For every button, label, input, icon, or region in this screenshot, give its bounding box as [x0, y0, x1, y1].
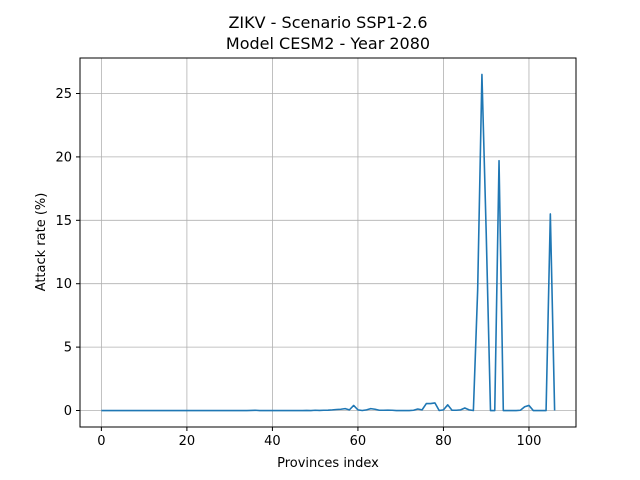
y-tick-label-15: 15	[55, 214, 72, 229]
series-layer	[101, 73, 556, 412]
chart-title-line2: Model CESM2 - Year 2080	[226, 34, 430, 53]
y-tick-label-10: 10	[55, 277, 72, 292]
x-tick-label-0: 0	[97, 434, 105, 449]
chart-title-line1: ZIKV - Scenario SSP1-2.6	[228, 13, 427, 32]
plot-frame	[79, 57, 577, 428]
grid-lines	[80, 58, 576, 427]
series-line-0	[101, 73, 556, 412]
axis-ticks: 0 20 40 60 80 100 0 5 10 15 20 25	[55, 87, 541, 449]
y-tick-label-25: 25	[55, 87, 72, 102]
x-axis-label: Provinces index	[277, 456, 379, 471]
y-tick-label-5: 5	[64, 341, 72, 356]
x-tick-label-80: 80	[435, 434, 452, 449]
y-tick-label-0: 0	[64, 404, 72, 419]
x-tick-label-40: 40	[264, 434, 281, 449]
y-axis-label: Attack rate (%)	[34, 193, 49, 292]
y-tick-label-20: 20	[55, 150, 72, 165]
x-tick-label-20: 20	[179, 434, 196, 449]
x-tick-label-60: 60	[350, 434, 367, 449]
x-tick-label-100: 100	[517, 434, 542, 449]
